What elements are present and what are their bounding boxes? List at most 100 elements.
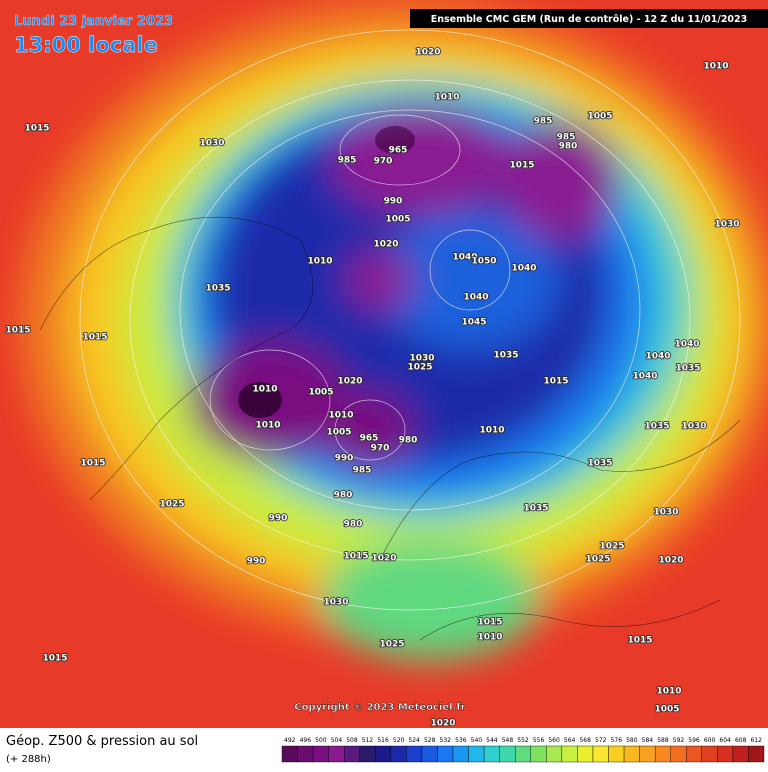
pressure-label: 1005 (587, 112, 612, 122)
scale-label: 544 (486, 737, 498, 744)
pressure-label: 1020 (658, 556, 683, 566)
scale-label: 500 (315, 737, 327, 744)
scale-swatch (515, 745, 531, 763)
pressure-label: 1040 (645, 352, 670, 362)
pressure-label: 970 (371, 444, 390, 454)
pressure-label: 1050 (471, 257, 496, 267)
pressure-label: 1035 (523, 504, 548, 514)
pressure-label: 1045 (461, 318, 486, 328)
scale-label: 508 (346, 737, 358, 744)
pressure-label: 980 (399, 436, 418, 446)
scale-swatch (390, 745, 407, 763)
pressure-label: 1010 (328, 411, 353, 421)
pressure-label: 1005 (308, 388, 333, 398)
scale-label: 520 (393, 737, 405, 744)
pressure-label: 1025 (159, 500, 184, 510)
pressure-label: 985 (534, 117, 553, 127)
scale-swatch (732, 745, 749, 763)
scale-label: 524 (408, 737, 420, 744)
footer-title: Géop. Z500 & pression au sol (6, 734, 198, 749)
scale-label: 516 (377, 737, 389, 744)
scale-label: 528 (424, 737, 436, 744)
pressure-label: 1020 (415, 48, 440, 58)
pressure-label: 1005 (326, 428, 351, 438)
scale-swatch (312, 745, 329, 763)
scale-swatch (343, 745, 360, 763)
scale-swatch (530, 745, 547, 763)
scale-swatch (452, 745, 469, 763)
scale-swatch (592, 745, 609, 763)
pressure-label: 980 (344, 520, 363, 530)
scale-swatch (608, 745, 625, 763)
pressure-label: 1030 (681, 422, 706, 432)
scale-label: 592 (673, 737, 685, 744)
scale-label: 540 (471, 737, 483, 744)
scale-label: 580 (626, 737, 638, 744)
pressure-label: 1025 (407, 363, 432, 373)
pressure-label: 1020 (373, 240, 398, 250)
scale-swatch (717, 745, 734, 763)
coastlines (39, 216, 741, 641)
scale-label: 584 (642, 737, 654, 744)
pressure-label: 1030 (714, 220, 739, 230)
scale-swatch (654, 745, 671, 763)
scale-label: 556 (533, 737, 545, 744)
scale-label: 496 (300, 737, 312, 744)
scale-label: 568 (579, 737, 591, 744)
pressure-label: 1015 (82, 333, 107, 343)
pressure-label: 1040 (452, 253, 477, 263)
pressure-label: 990 (247, 557, 266, 567)
pressure-label: 1015 (477, 618, 502, 628)
pressure-label: 1030 (653, 508, 678, 518)
pressure-label: 1015 (627, 636, 652, 646)
pressure-label: 1035 (675, 364, 700, 374)
scale-swatch (561, 745, 578, 763)
scale-label: 612 (750, 737, 762, 744)
scale-label: 600 (704, 737, 716, 744)
scale-label: 504 (331, 737, 343, 744)
scale-swatch (639, 745, 656, 763)
pressure-label: 1005 (385, 215, 410, 225)
pressure-label: 1040 (674, 340, 699, 350)
pressure-label: 1025 (379, 640, 404, 650)
pressure-label: 1035 (644, 422, 669, 432)
pressure-label: 985 (353, 466, 372, 476)
pressure-label: 980 (559, 142, 578, 152)
pressure-label: 1025 (585, 555, 610, 565)
scale-swatch (359, 745, 376, 763)
scale-swatch (546, 745, 563, 763)
pressure-label: 1015 (5, 326, 30, 336)
scale-swatch (281, 745, 298, 763)
pressure-label: 1020 (337, 377, 362, 387)
pressure-label: 1020 (430, 719, 455, 729)
pressure-label: 990 (335, 454, 354, 464)
scale-label: 608 (735, 737, 747, 744)
scale-swatch (701, 745, 718, 763)
pressure-label: 1040 (511, 264, 536, 274)
model-banner (410, 9, 768, 28)
model-label: Ensemble CMC GEM (Run de contrôle) - 12 … (431, 14, 748, 25)
scale-label: 572 (595, 737, 607, 744)
scale-swatch (328, 745, 345, 763)
scale-swatch (686, 745, 703, 763)
scale-label: 604 (719, 737, 731, 744)
pressure-label: 1010 (307, 257, 332, 267)
scale-label: 588 (657, 737, 669, 744)
scale-swatch (421, 745, 438, 763)
scale-swatch (670, 745, 687, 763)
scale-label: 560 (548, 737, 560, 744)
pressure-label: 985 (557, 133, 576, 143)
pressure-label: 1010 (255, 421, 280, 431)
pressure-label: 1030 (199, 139, 224, 149)
scale-swatch (748, 745, 765, 763)
pressure-label: 1010 (656, 687, 681, 697)
pressure-label: 1015 (509, 161, 534, 171)
pressure-label: 1010 (434, 93, 459, 103)
pressure-label: 1035 (205, 284, 230, 294)
pressure-label: 1010 (252, 385, 277, 395)
date-label: Lundi 23 janvier 2023 (14, 14, 173, 29)
pressure-label: 1040 (463, 293, 488, 303)
pressure-label: 1010 (703, 62, 728, 72)
scale-label: 552 (517, 737, 529, 744)
